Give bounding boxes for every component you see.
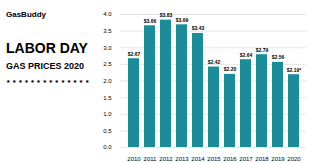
svg-text:2020: 2020 [287, 156, 301, 162]
svg-text:2012: 2012 [159, 156, 173, 162]
svg-text:2013: 2013 [175, 156, 189, 162]
svg-text:1.5: 1.5 [103, 95, 112, 101]
svg-text:3.0: 3.0 [103, 45, 112, 51]
svg-text:1.0: 1.0 [103, 111, 112, 117]
svg-text:2011: 2011 [144, 156, 158, 162]
svg-text:2016: 2016 [223, 156, 237, 162]
svg-text:$3.83: $3.83 [160, 12, 173, 18]
svg-text:$2.20: $2.20 [224, 66, 237, 72]
svg-text:2018: 2018 [255, 156, 269, 162]
svg-text:$3.69: $3.69 [176, 17, 189, 23]
html-text:GasBuddy: GasBuddy [6, 10, 46, 19]
svg-text:$2.56: $2.56 [272, 54, 285, 60]
svg-text:0.5: 0.5 [103, 128, 112, 134]
svg-text:$2.19*: $2.19* [287, 67, 302, 73]
svg-text:$3.43: $3.43 [192, 25, 205, 31]
svg-text:2015: 2015 [207, 156, 221, 162]
svg-text:2.0: 2.0 [103, 78, 112, 84]
svg-text:$3.66: $3.66 [144, 18, 157, 24]
svg-text:2017: 2017 [239, 156, 253, 162]
svg-text:2.5: 2.5 [103, 61, 112, 67]
html-text:LABOR DAY: LABOR DAY [6, 40, 88, 56]
svg-text:0.0: 0.0 [103, 144, 112, 150]
html-text:GAS PRICES 2020: GAS PRICES 2020 [6, 61, 84, 72]
svg-text:$2.42: $2.42 [208, 59, 221, 65]
svg-text:4.0: 4.0 [103, 11, 112, 17]
svg-text:2014: 2014 [191, 156, 205, 162]
svg-text:2010: 2010 [127, 156, 141, 162]
svg-text:$2.79: $2.79 [256, 47, 269, 53]
svg-text:3.5: 3.5 [103, 28, 112, 34]
svg-text:2019: 2019 [271, 156, 285, 162]
svg-text:$2.64: $2.64 [240, 52, 253, 58]
svg-text:$2.67: $2.67 [128, 51, 141, 57]
